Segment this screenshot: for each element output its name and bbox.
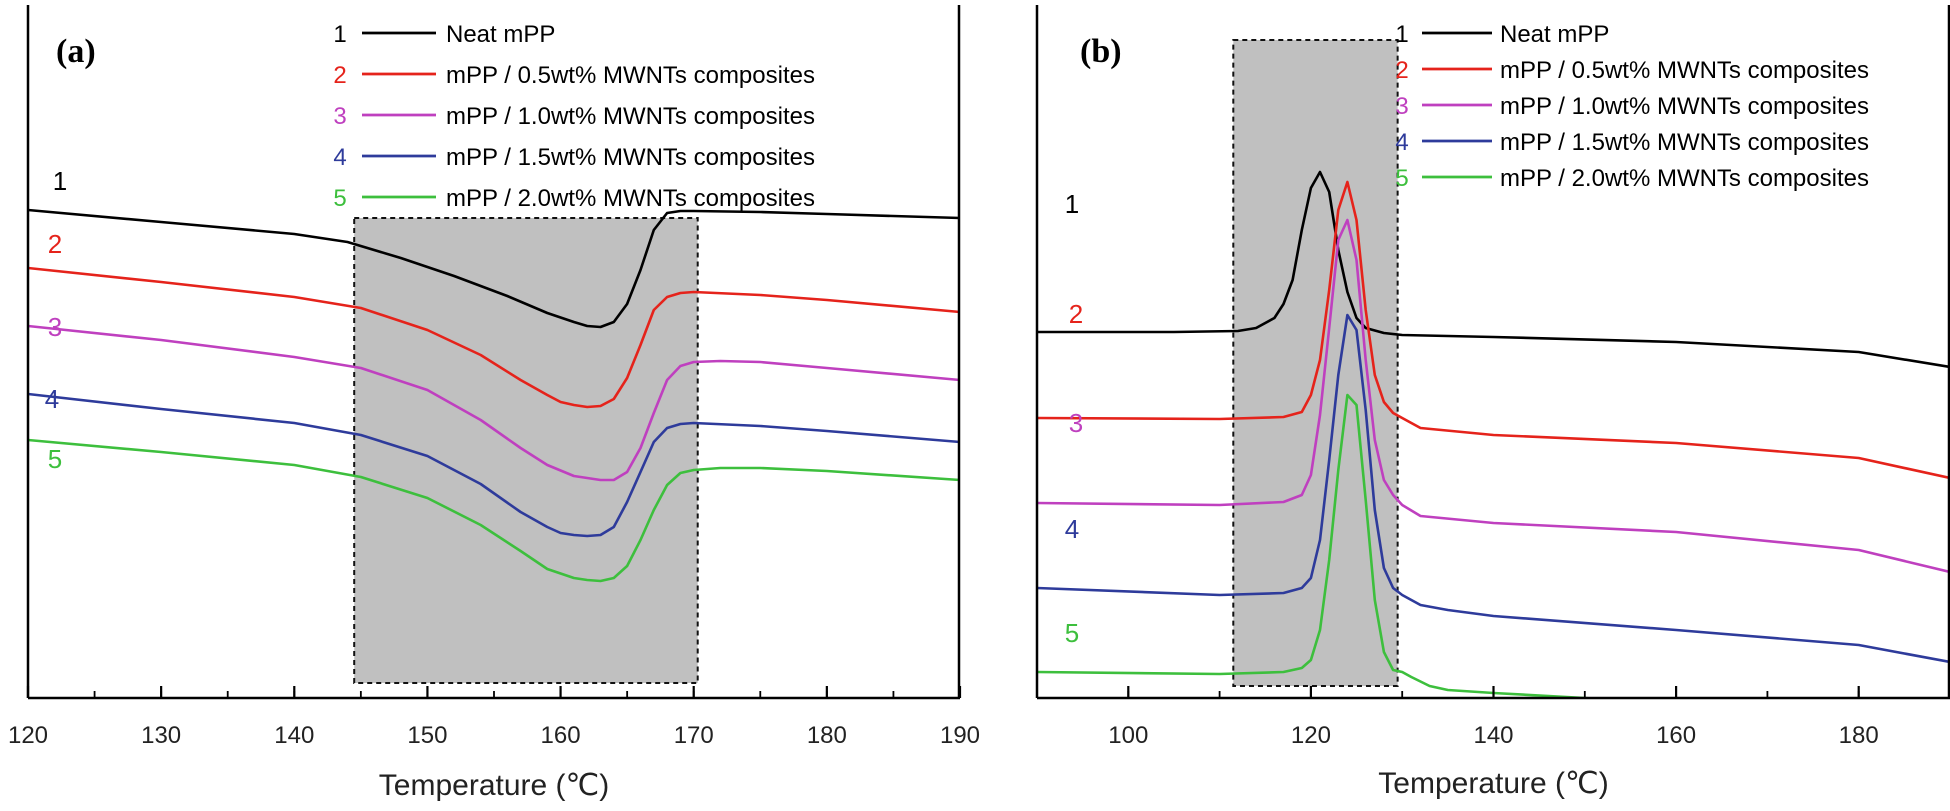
x-tick-label: 180 [807, 722, 847, 749]
curve-label: 1 [53, 166, 67, 196]
legend-entry: mPP / 1.5wt% MWNTs composites [1500, 129, 1869, 156]
x-tick-label: 100 [1108, 722, 1148, 749]
legend-number: 1 [1395, 21, 1408, 48]
x-tick-label: 160 [1656, 722, 1696, 749]
legend-entry: mPP / 0.5wt% MWNTs composites [446, 62, 815, 89]
x-tick-label: 190 [940, 722, 980, 749]
curve-label: 5 [1065, 618, 1079, 648]
legend-number: 2 [333, 62, 346, 89]
legend-number: 3 [1395, 93, 1408, 120]
series-line-4 [28, 392, 960, 538]
legend-entry: mPP / 1.0wt% MWNTs composites [446, 103, 815, 130]
curve-label: 1 [1065, 189, 1079, 219]
curve-label: 2 [1069, 299, 1083, 329]
series-line-5 [28, 438, 960, 583]
legend-entry: Neat mPP [446, 21, 555, 48]
curve-label: 4 [45, 384, 59, 414]
series-line-1 [1037, 170, 1950, 369]
curve-label: 2 [48, 229, 62, 259]
x-tick-label: 180 [1839, 722, 1879, 749]
legend-number: 2 [1395, 57, 1408, 84]
series-line-1 [28, 208, 960, 329]
legend-entry: Neat mPP [1500, 21, 1609, 48]
legend-number: 4 [1395, 129, 1408, 156]
legend-number: 5 [333, 185, 346, 212]
x-tick-label: 140 [1473, 722, 1513, 749]
legend-number: 4 [333, 144, 346, 171]
highlight-region [1232, 39, 1399, 687]
legend-number: 5 [1395, 165, 1408, 192]
series-line-2 [28, 266, 960, 409]
x-tick-label: 120 [8, 722, 48, 749]
legend-entry: mPP / 1.0wt% MWNTs composites [1500, 93, 1869, 120]
legend-entry: mPP / 2.0wt% MWNTs composites [1500, 165, 1869, 192]
panel-label: (a) [56, 33, 96, 70]
x-tick-label: 160 [541, 722, 581, 749]
series-group [28, 208, 960, 583]
chart-panel-a: 120 130 140 150 160 170 180 190 Temperature (℃) (… [8, 5, 980, 802]
series-line-4 [1037, 313, 1950, 664]
x-tick-label: 130 [141, 722, 181, 749]
curve-label: 3 [1069, 408, 1083, 438]
series-line-2 [1037, 180, 1950, 480]
x-tick-label: 140 [274, 722, 314, 749]
legend-entry: mPP / 0.5wt% MWNTs composites [1500, 57, 1869, 84]
legend-entry: mPP / 1.5wt% MWNTs composites [446, 144, 815, 171]
legend-number: 1 [333, 21, 346, 48]
series-line-3 [1037, 218, 1950, 574]
curve-label: 3 [48, 312, 62, 342]
chart-panel-b: 100 120 140 160 180 Temperature (℃) (b) 1 Neat m… [1035, 5, 1950, 800]
series-line-3 [28, 324, 960, 482]
x-axis-title: Temperature (℃) [379, 769, 609, 802]
curve-label: 5 [48, 444, 62, 474]
x-tick-label: 170 [674, 722, 714, 749]
curve-label: 4 [1065, 514, 1079, 544]
legend-number: 3 [333, 103, 346, 130]
x-tick-label: 120 [1291, 722, 1331, 749]
x-axis-title: Temperature (℃) [1378, 767, 1608, 800]
series-line-5 [1037, 393, 1605, 698]
series-group [1037, 170, 1950, 698]
x-tick-label: 150 [407, 722, 447, 749]
panel-label: (b) [1080, 33, 1122, 70]
legend-entry: mPP / 2.0wt% MWNTs composites [446, 185, 815, 212]
